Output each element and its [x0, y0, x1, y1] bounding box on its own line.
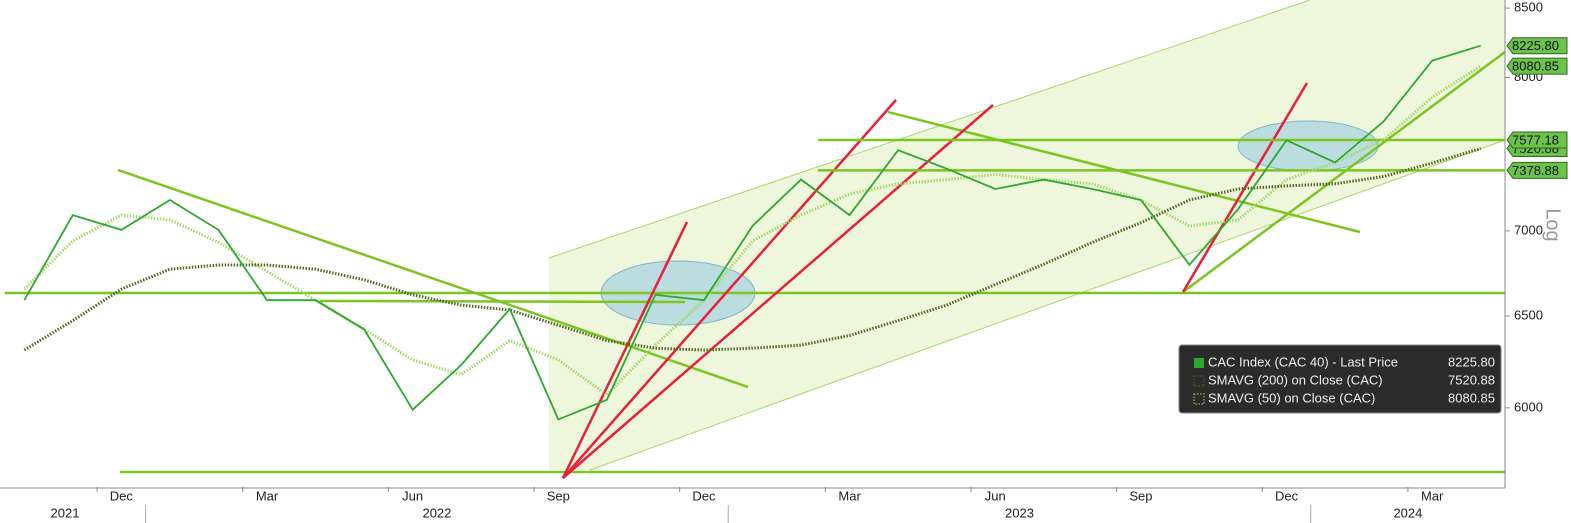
- legend-swatch: [1193, 393, 1205, 405]
- price-tag-label: 7577.18: [1512, 132, 1559, 147]
- x-tick-label: Sep: [1129, 488, 1152, 503]
- y-axis-label: Log: [1542, 208, 1564, 241]
- x-tick-label: Mar: [838, 488, 861, 503]
- x-tick-label: Dec: [1275, 488, 1299, 503]
- y-tick-label: 6000: [1514, 399, 1543, 414]
- trend-line: [319, 299, 686, 304]
- year-label: 2022: [422, 505, 451, 520]
- annotations: [5, 0, 1506, 479]
- y-tick-label: 7000: [1514, 222, 1543, 237]
- price-tag: [1506, 57, 1568, 75]
- x-tick-label: Jun: [402, 488, 423, 503]
- y-tick-label: 6500: [1514, 307, 1543, 322]
- price-tag: [1506, 131, 1568, 149]
- price-tag-label: 7378.88: [1512, 163, 1559, 178]
- price-tag-label: 8225.80: [1512, 38, 1559, 53]
- legend-value: 8225.80: [1448, 354, 1495, 369]
- trend-line: [1182, 50, 1506, 294]
- y-tick-label: 8500: [1514, 0, 1543, 15]
- series-line: [23, 64, 1482, 397]
- x-tick-label: Sep: [547, 488, 570, 503]
- channel: [549, 0, 1505, 470]
- year-label: 2024: [1393, 505, 1422, 520]
- channel-top: [548, 0, 1311, 259]
- series-line: [23, 147, 1482, 352]
- legend-label: CAC Index (CAC 40) - Last Price: [1208, 354, 1398, 369]
- year-label: 2021: [51, 505, 80, 520]
- trend-line: [887, 110, 1361, 234]
- x-tick-label: Jun: [985, 488, 1006, 503]
- legend-swatch: [1193, 375, 1205, 387]
- legend: CAC Index (CAC 40) - Last Price 8225.80 SM…: [1178, 344, 1502, 414]
- trend-line: [562, 104, 994, 479]
- trend-line: [117, 168, 749, 389]
- x-tick-label: Dec: [110, 488, 134, 503]
- legend-label: SMAVG (50) on Close (CAC): [1208, 390, 1375, 405]
- price-tag: [1506, 161, 1568, 179]
- year-label: 2023: [1005, 505, 1034, 520]
- legend-swatch: [1194, 358, 1204, 368]
- x-tick-label: Dec: [692, 488, 716, 503]
- x-tick-label: Mar: [256, 488, 279, 503]
- channel-bottom: [589, 139, 1506, 471]
- legend-value: 8080.85: [1448, 390, 1495, 405]
- price-tag-label: 8080.85: [1512, 59, 1559, 74]
- trend-line: [562, 99, 897, 479]
- price-tag: [1506, 37, 1568, 55]
- trend-line: [561, 221, 689, 479]
- trend-lines: [5, 50, 1506, 474]
- legend-value: 7520.88: [1448, 372, 1495, 387]
- legend-box: [1178, 344, 1502, 414]
- legend-label: SMAVG (200) on Close (CAC): [1208, 372, 1383, 387]
- series-line: [23, 44, 1481, 421]
- x-tick-label: Mar: [1421, 488, 1444, 503]
- red-lines: [561, 82, 1309, 479]
